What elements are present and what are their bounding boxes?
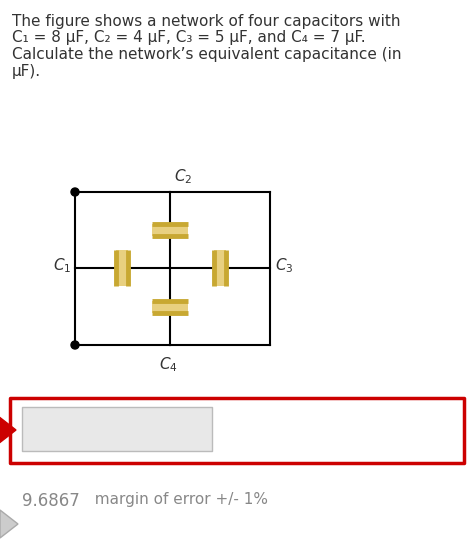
Circle shape (71, 188, 79, 196)
Bar (22, 407, 212, 451)
Text: The figure shows a network of four capacitors with: The figure shows a network of four capac… (12, 14, 401, 29)
Polygon shape (0, 416, 16, 444)
Text: μF).: μF). (12, 64, 41, 79)
Text: $C_3$: $C_3$ (275, 257, 293, 275)
Text: $C_4$: $C_4$ (159, 355, 177, 374)
Bar (214, 250, 226, 286)
Bar (117, 250, 128, 286)
Text: $C_1$: $C_1$ (53, 257, 71, 275)
Text: margin of error +/- 1%: margin of error +/- 1% (85, 492, 268, 507)
Text: $C_2$: $C_2$ (174, 167, 192, 186)
Text: Calculate the network’s equivalent capacitance (in: Calculate the network’s equivalent capac… (12, 47, 401, 62)
Circle shape (71, 341, 79, 349)
Bar (152, 300, 188, 312)
Text: C₁ = 8 μF, C₂ = 4 μF, C₃ = 5 μF, and C₄ = 7 μF.: C₁ = 8 μF, C₂ = 4 μF, C₃ = 5 μF, and C₄ … (12, 30, 365, 45)
Polygon shape (0, 510, 18, 538)
Bar (152, 224, 188, 236)
Text: 9.6867: 9.6867 (22, 492, 80, 510)
Bar (10, 398, 464, 463)
